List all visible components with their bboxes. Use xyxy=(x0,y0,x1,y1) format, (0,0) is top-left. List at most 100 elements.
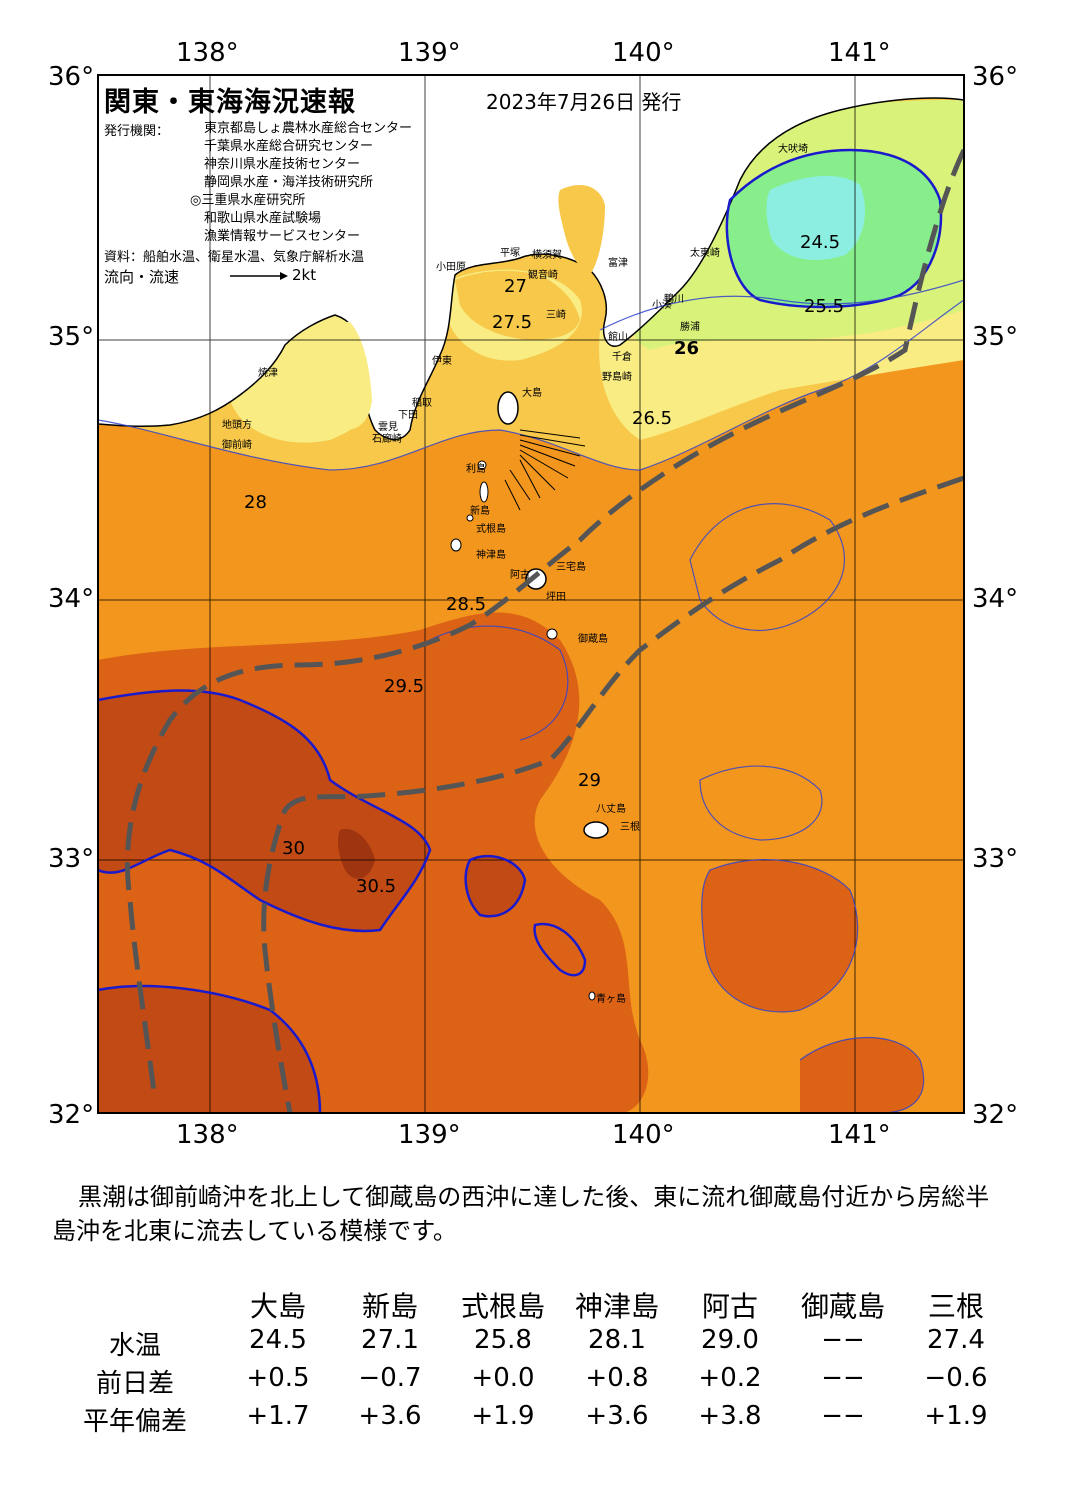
place-label: 伊東 xyxy=(432,356,452,367)
place-label: 大島 xyxy=(522,388,542,399)
place-label: 千倉 xyxy=(612,352,632,363)
place-label: 御前崎 xyxy=(222,440,252,451)
table-cell: +0.0 xyxy=(471,1363,535,1393)
lat-label-right: 35° xyxy=(972,322,1019,352)
table-row: 平年偏差 +1.7 +3.6 +1.9 +3.6 +3.8 −− +1.9 xyxy=(0,1401,1065,1441)
agency: 神奈川県水産技術センター xyxy=(204,157,361,172)
agency: 千葉県水産総合研究センター xyxy=(204,139,374,154)
agency-list: 東京都島しょ農林水産総合センター 千葉県水産総合研究センター 神奈川県水産技術セ… xyxy=(190,120,412,246)
place-label: 阿古 xyxy=(510,570,530,581)
place-label: 富津 xyxy=(608,258,628,269)
table-row: 前日差 +0.5 −0.7 +0.0 +0.8 +0.2 −− −0.6 xyxy=(0,1363,1065,1403)
island-oshima xyxy=(497,391,519,425)
place-label: 大吠埼 xyxy=(778,144,808,155)
place-label: 利島 xyxy=(466,464,486,475)
table-cell: −− xyxy=(821,1363,865,1393)
isotherm-label: 24.5 xyxy=(800,232,841,253)
place-label: 稲取 xyxy=(412,398,432,409)
map-title: 関東・東海海況速報 xyxy=(104,87,356,118)
table-cell: 27.1 xyxy=(361,1325,419,1355)
place-label: 小田原 xyxy=(436,262,466,273)
island-toshima xyxy=(477,460,487,470)
place-label: 御蔵島 xyxy=(578,634,608,645)
lat-label-left: 32° xyxy=(48,1100,95,1130)
place-label: 下田 xyxy=(398,410,418,421)
lat-label-right: 34° xyxy=(972,584,1019,614)
isotherm-label: 25.5 xyxy=(804,296,845,317)
lon-label-top: 140° xyxy=(612,38,675,68)
island-shikinejima xyxy=(466,514,474,522)
table-cell: −0.7 xyxy=(358,1363,422,1393)
table-cell: 24.5 xyxy=(249,1325,307,1355)
data-source: 資料：船舶水温、衛星水温、気象庁解析水温 xyxy=(104,250,365,265)
agency: 漁業情報サービスセンター xyxy=(204,229,361,244)
sea-30-5-zone xyxy=(337,829,375,879)
place-label: 平塚 xyxy=(500,248,520,259)
island-niijima xyxy=(479,481,489,503)
lat-label-left: 36° xyxy=(48,62,95,92)
table-cell: +3.6 xyxy=(585,1401,649,1431)
column-header: 阿古 xyxy=(701,1290,758,1323)
flow-legend-arrow xyxy=(230,272,288,280)
table-cell: 25.8 xyxy=(474,1325,532,1355)
place-label: 坪田 xyxy=(546,592,566,603)
sea-temperature-map: 138° 139° 140° 141° 138° 139° 140° 141° … xyxy=(48,38,1019,1150)
row-header: 前日差 xyxy=(95,1369,174,1399)
isotherm-label: 30 xyxy=(282,838,305,859)
lon-label-top: 138° xyxy=(176,38,239,68)
description-text: 黒潮は御前崎沖を北上して御蔵島の西沖に達した後、東に流れ御蔵島付近から房総半島沖… xyxy=(52,1183,990,1245)
place-label: 八丈島 xyxy=(596,804,626,815)
island-hachijojima xyxy=(583,821,609,839)
table-cell: 28.1 xyxy=(588,1325,646,1355)
island-kozushima xyxy=(450,538,462,552)
place-label: 三宅島 xyxy=(556,562,586,573)
place-label: 観音崎 xyxy=(528,270,558,281)
flow-arrows xyxy=(504,429,586,511)
place-label: 青ヶ島 xyxy=(596,994,626,1005)
isotherm-label: 29.5 xyxy=(384,676,425,697)
agency: 東京都島しょ農林水産総合センター xyxy=(204,121,413,136)
agencies-label: 発行機関： xyxy=(104,124,170,139)
row-header: 水温 xyxy=(108,1331,161,1361)
situation-description: 黒潮は御前崎沖を北上して御蔵島の西沖に達した後、東に流れ御蔵島付近から房総半島沖… xyxy=(52,1180,1012,1248)
sea-suruga-bay xyxy=(278,321,372,430)
map-frame xyxy=(97,74,965,1114)
island-aogashima xyxy=(588,991,596,1001)
table-cell: +1.9 xyxy=(924,1401,988,1431)
flow-legend-label: 流向・流速 xyxy=(104,268,180,286)
flow-legend-scale: 2kt xyxy=(292,266,317,284)
table-cell: +1.9 xyxy=(471,1401,535,1431)
column-header: 三根 xyxy=(927,1290,984,1323)
column-header: 新島 xyxy=(361,1290,418,1323)
place-label: 式根島 xyxy=(476,524,506,535)
island-mikurajima xyxy=(546,628,558,640)
column-header: 大島 xyxy=(249,1290,306,1323)
place-label: 三崎 xyxy=(546,310,566,321)
column-header: 御蔵島 xyxy=(800,1290,885,1323)
lat-label-left: 34° xyxy=(48,584,95,614)
island-miyakejima xyxy=(525,568,547,590)
table-header-row: 大島 新島 式根島 神津島 阿古 御蔵島 三根 xyxy=(0,1285,1065,1325)
table-cell: +3.8 xyxy=(698,1401,762,1431)
sea-cold-zone xyxy=(766,175,865,260)
table-cell: +0.8 xyxy=(585,1363,649,1393)
kuroshio-axis xyxy=(124,148,964,1113)
table-cell: −− xyxy=(821,1401,865,1431)
place-label: 勝浦 xyxy=(680,322,700,333)
table-cell: 29.0 xyxy=(701,1325,759,1355)
isotherm-label: 27 xyxy=(504,276,527,297)
lat-label-right: 32° xyxy=(972,1100,1019,1130)
table-cell: 27.4 xyxy=(927,1325,985,1355)
isotherm-label: 29 xyxy=(578,770,601,791)
isotherm-label: 26 xyxy=(674,338,700,359)
lat-label-left: 35° xyxy=(48,322,95,352)
isotherm-label: 27.5 xyxy=(492,312,533,333)
column-header: 式根島 xyxy=(460,1290,545,1323)
map-canvas xyxy=(97,74,965,1114)
table-cell: −− xyxy=(821,1325,865,1355)
agency: ◎三重県水産研究所 xyxy=(190,193,306,208)
isotherm-label: 28.5 xyxy=(446,594,487,615)
lon-label-top: 139° xyxy=(398,38,461,68)
table-cell: +1.7 xyxy=(246,1401,310,1431)
column-header: 神津島 xyxy=(574,1290,659,1323)
